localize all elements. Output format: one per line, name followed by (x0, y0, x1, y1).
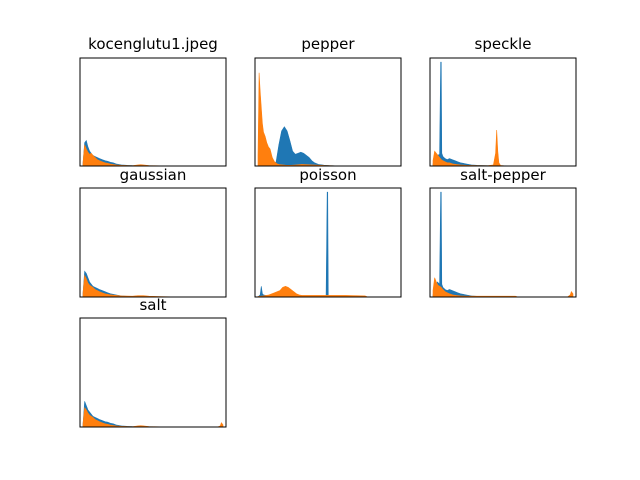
panel-7: salt (79, 296, 227, 428)
axes-frame (254, 57, 402, 167)
histogram-series-2 (257, 72, 398, 167)
axes-frame (79, 187, 227, 298)
panel-title: poisson (299, 166, 356, 184)
axes-frame (429, 187, 577, 298)
histogram-series-2 (82, 144, 223, 167)
panel-3: speckle (429, 35, 577, 167)
panel-2: pepper (254, 35, 402, 167)
panel-5: poisson (254, 166, 402, 298)
axes-frame (254, 187, 402, 298)
panel-title: salt (139, 296, 166, 314)
axes-frame (79, 317, 227, 428)
panel-4: gaussian (79, 166, 227, 298)
axes-frame (79, 57, 227, 167)
histogram-series-2 (432, 129, 574, 167)
histogram-series-2 (432, 277, 574, 298)
panel-6: salt-pepper (429, 166, 577, 298)
panel-title: salt-pepper (460, 166, 546, 184)
histogram-series-2 (257, 285, 398, 298)
panel-title: kocenglutu1.jpeg (88, 35, 218, 53)
plot-area (432, 61, 574, 167)
panel-title: pepper (301, 35, 355, 53)
axes-frame (429, 57, 577, 167)
panel-title: speckle (475, 35, 532, 53)
panel-1: kocenglutu1.jpeg (79, 35, 227, 167)
panel-title: gaussian (120, 166, 187, 184)
histogram-series-2 (82, 274, 223, 298)
plot-area (432, 191, 574, 298)
